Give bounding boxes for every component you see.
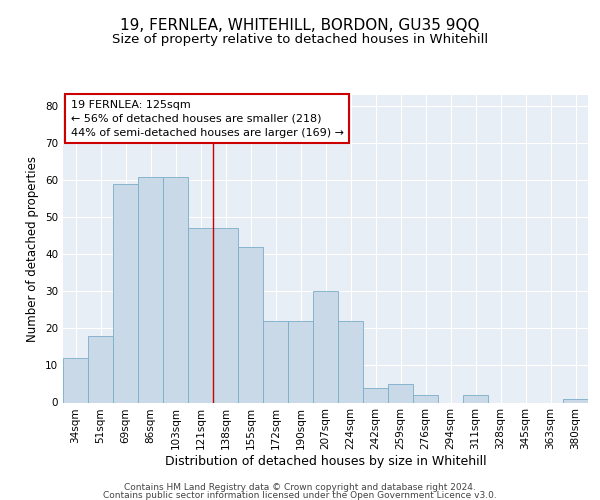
Y-axis label: Number of detached properties: Number of detached properties	[26, 156, 40, 342]
Bar	[138, 176, 163, 402]
Text: Contains HM Land Registry data © Crown copyright and database right 2024.: Contains HM Land Registry data © Crown c…	[124, 482, 476, 492]
Bar	[263, 321, 288, 402]
Bar	[463, 395, 488, 402]
Bar	[88, 336, 113, 402]
Text: 19, FERNLEA, WHITEHILL, BORDON, GU35 9QQ: 19, FERNLEA, WHITEHILL, BORDON, GU35 9QQ	[120, 18, 480, 32]
Text: 19 FERNLEA: 125sqm
← 56% of detached houses are smaller (218)
44% of semi-detach: 19 FERNLEA: 125sqm ← 56% of detached hou…	[71, 100, 344, 138]
Bar	[238, 247, 263, 402]
Bar	[213, 228, 238, 402]
Bar	[338, 321, 363, 402]
Bar	[113, 184, 138, 402]
Bar	[63, 358, 88, 403]
Text: Size of property relative to detached houses in Whitehill: Size of property relative to detached ho…	[112, 32, 488, 46]
Text: Contains public sector information licensed under the Open Government Licence v3: Contains public sector information licen…	[103, 491, 497, 500]
Bar	[413, 395, 438, 402]
Bar	[288, 321, 313, 402]
Bar	[388, 384, 413, 402]
Bar	[563, 399, 588, 402]
Bar	[313, 292, 338, 403]
Bar	[163, 176, 188, 402]
Bar	[188, 228, 213, 402]
Bar	[363, 388, 388, 402]
X-axis label: Distribution of detached houses by size in Whitehill: Distribution of detached houses by size …	[164, 455, 487, 468]
